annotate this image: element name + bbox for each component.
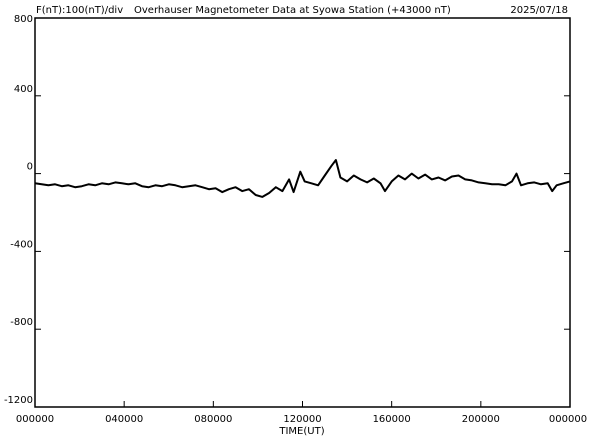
y-tick-label: 0 <box>27 162 33 173</box>
chart-title-left: F(nT):100(nT)/div <box>36 5 123 16</box>
x-tick-label: 160000 <box>373 414 411 425</box>
y-tick-label: 800 <box>14 14 33 25</box>
x-tick-label: 080000 <box>194 414 232 425</box>
y-tick-label: -400 <box>10 239 33 250</box>
x-tick-label: 040000 <box>105 414 143 425</box>
y-tick-label: 400 <box>14 84 33 95</box>
y-tick-label: -1200 <box>4 395 33 406</box>
data-line <box>34 159 571 198</box>
chart-date: 2025/07/18 <box>510 5 568 16</box>
y-tick-label: -800 <box>10 317 33 328</box>
x-tick-label: 120000 <box>283 414 321 425</box>
chart-title: Overhauser Magnetometer Data at Syowa St… <box>134 5 451 16</box>
x-tick-label: 200000 <box>462 414 500 425</box>
x-axis-label: TIME(UT) <box>278 426 324 437</box>
x-tick-label: 000000 <box>549 414 587 425</box>
x-tick-label: 000000 <box>16 414 54 425</box>
